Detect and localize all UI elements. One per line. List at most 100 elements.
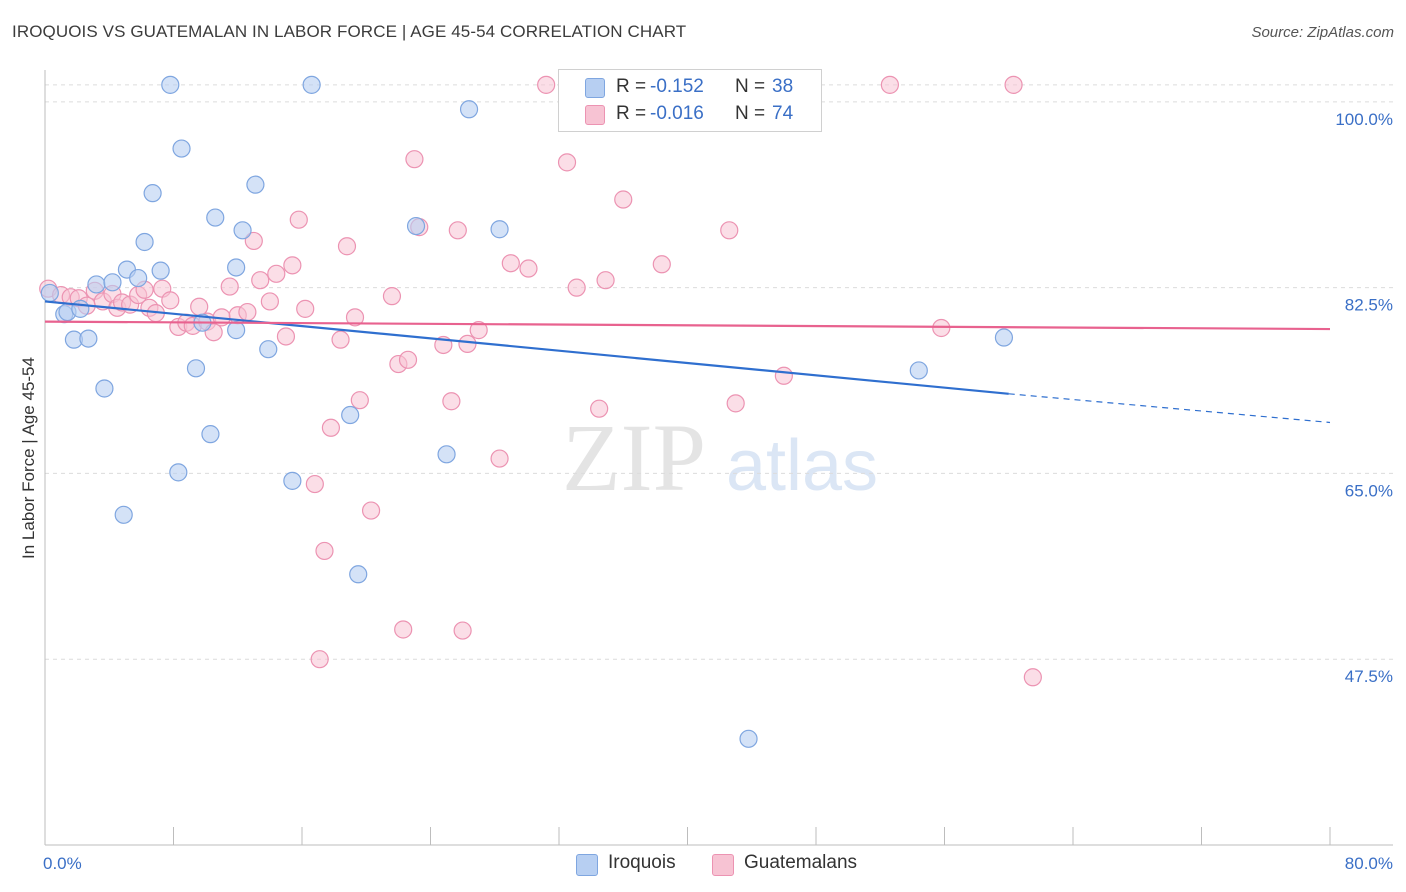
chart-title: IROQUOIS VS GUATEMALAN IN LABOR FORCE | … (12, 22, 687, 41)
guatemalans-point (161, 291, 180, 310)
iroquois-point (994, 328, 1014, 347)
iroquois-point (206, 208, 225, 227)
iroquois-swatch (576, 854, 598, 876)
iroquois-points (40, 75, 1014, 748)
guatemalans-points (39, 75, 1042, 687)
r-label: R = (616, 103, 647, 124)
iroquois-point (95, 379, 114, 398)
iroquois-point (186, 359, 206, 378)
guatemalans-point (519, 259, 538, 278)
guatemalans-point (652, 255, 671, 274)
guatemalans-point (283, 256, 302, 275)
iroquois-point (129, 268, 148, 288)
guatemalans-point (315, 541, 334, 561)
guatemalans-point (726, 394, 745, 413)
iroquois-point (71, 299, 90, 318)
grid-lines (45, 84, 1393, 660)
watermark: ZIP atlas (562, 404, 878, 511)
guatemalans-point (398, 350, 418, 369)
guatemalans-point (557, 153, 577, 172)
guatemalans-point (490, 449, 509, 468)
n-value: 74 (772, 103, 794, 124)
iroquois-point (172, 139, 191, 158)
guatemalans-point (260, 292, 279, 311)
iroquois-point (233, 221, 252, 240)
iroquois-point (143, 184, 162, 203)
iroquois-point (135, 232, 154, 252)
iroquois-point (246, 175, 265, 194)
guatemalans-point (567, 278, 586, 297)
guatemalans-point (310, 650, 329, 669)
guatemalans-point (382, 287, 402, 306)
guatemalans-point (331, 330, 350, 349)
iroquois-point (79, 329, 98, 348)
guatemalans-point (345, 308, 365, 327)
legend-label-iroquois: Iroquois (608, 852, 676, 873)
guatemalans-swatch (712, 854, 734, 876)
guatemalans-point (774, 366, 793, 385)
guatemalans-point (469, 321, 488, 340)
iroquois-point (227, 321, 246, 340)
guatemalans-point (321, 418, 341, 437)
y-tick-label: 82.5% (1345, 296, 1393, 315)
guatemalans-point (880, 75, 899, 94)
iroquois-point (40, 283, 59, 303)
iroquois-point (227, 258, 246, 277)
guatemalans-point (190, 297, 209, 316)
guatemalans-point (267, 264, 286, 283)
r-label: R = (616, 76, 647, 97)
iroquois-point (739, 729, 758, 748)
guatemalans-point (932, 318, 951, 338)
iroquois-trend-line (44, 300, 1009, 395)
r-value: -0.016 (650, 103, 704, 124)
guatemalans-point (720, 221, 739, 240)
guatemalans-point (453, 621, 472, 640)
guatemalans-point (442, 392, 461, 411)
iroquois-point (302, 75, 321, 94)
guatemalans-point (361, 501, 381, 520)
guatemalans-trend-line (44, 320, 1331, 331)
stats-legend: R = -0.152 N = 38 R = -0.016 N = 74 (558, 69, 822, 132)
iroquois-point (169, 463, 188, 482)
guatemalans-point (537, 75, 556, 94)
iroquois-point (459, 100, 479, 119)
r-value: -0.152 (650, 76, 704, 97)
iroquois-point (151, 261, 170, 280)
trend-lines (44, 300, 1331, 424)
guatemalans-point (1004, 75, 1023, 94)
iroquois-point (406, 216, 426, 236)
guatemalans-point (405, 150, 424, 169)
guatemalans-point (276, 327, 296, 346)
source-credit: Source: ZipAtlas.com (1251, 24, 1394, 41)
iroquois-point (259, 340, 278, 359)
guatemalans-point (220, 277, 239, 296)
guatemalans-point (614, 190, 633, 209)
guatemalans-point (244, 231, 263, 251)
guatemalans-point (1023, 668, 1042, 687)
legend-row-iroquois: R = -0.152 N = 38 (559, 74, 821, 100)
guatemalans-point (448, 221, 467, 240)
guatemalans-point (590, 399, 609, 418)
guatemalans-point (251, 271, 270, 290)
watermark-zip: ZIP (562, 404, 706, 511)
guatemalans-point (305, 474, 324, 494)
x-tick-label: 80.0% (1345, 854, 1393, 873)
guatemalans-point (289, 210, 308, 229)
n-label: N = (735, 76, 766, 97)
guatemalans-point (394, 620, 413, 639)
n-label: N = (735, 103, 766, 124)
iroquois-point (114, 505, 133, 524)
y-axis-label: In Labor Force | Age 45-54 (19, 357, 38, 559)
iroquois-point (437, 445, 456, 464)
guatemalans-point (458, 334, 477, 354)
series-legend: Iroquois Guatemalans (0, 852, 1406, 878)
x-tick-labels: 0.0% 80.0% (43, 854, 1393, 873)
iroquois-point (283, 471, 302, 490)
iroquois-trend-extension (1008, 393, 1331, 424)
iroquois-swatch (585, 78, 605, 98)
y-tick-labels: 47.5% 65.0% 82.5% 100.0% (1335, 110, 1393, 686)
iroquois-point (87, 275, 106, 294)
guatemalans-point (501, 254, 520, 273)
watermark-atlas: atlas (726, 426, 878, 506)
n-value: 38 (772, 76, 794, 97)
